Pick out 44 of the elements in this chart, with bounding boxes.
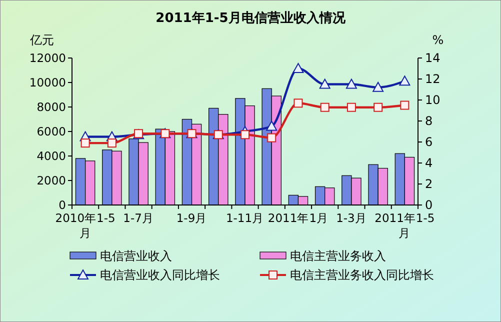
legend-label: 电信主营业务收入 (290, 249, 386, 263)
point (346, 78, 357, 89)
y2-axis-title: % (432, 33, 444, 47)
x-tick-label: 1-11月 (226, 211, 264, 225)
x-tick-label: 1-7月 (123, 211, 154, 225)
legend-label: 电信主营业务收入同比增长 (290, 268, 434, 282)
point (267, 133, 276, 142)
chart-title: 2011年1-5月电信营业收入情况 (156, 10, 346, 26)
point (107, 138, 116, 148)
y-tick-label: 0 (58, 198, 66, 212)
y2-tick-label: 12 (425, 72, 440, 86)
x-tick-label: 2010年1-5月 (55, 211, 116, 240)
point (400, 100, 410, 110)
legend-label: 电信营业收入同比增长 (100, 268, 220, 282)
point (266, 120, 278, 131)
y-tick-label: 4000 (36, 149, 66, 163)
y-tick-label: 12000 (29, 51, 66, 65)
x-tick-label: 2011年1月 (268, 211, 329, 225)
x-tick-label: 1-3月 (336, 211, 367, 225)
y-tick-label: 10000 (29, 76, 66, 90)
point (346, 102, 356, 112)
y2-tick-label: 8 (425, 114, 433, 128)
y-axis-title: 亿元 (29, 33, 54, 47)
y2-tick-label: 10 (425, 93, 440, 107)
y2-tick-label: 14 (425, 51, 440, 65)
y2-tick-label: 0 (425, 198, 433, 212)
point (372, 82, 384, 92)
y-tick-label: 6000 (36, 124, 66, 138)
point (292, 63, 304, 73)
point (319, 78, 330, 89)
point (399, 76, 410, 86)
point (240, 130, 250, 140)
y2-tick-label: 2 (425, 177, 433, 191)
point (374, 102, 383, 112)
point (320, 102, 330, 112)
point (294, 98, 303, 108)
x-tick-label: 1-9月 (176, 211, 208, 225)
y-tick-label: 8000 (36, 100, 66, 114)
y2-tick-label: 4 (425, 156, 433, 170)
y2-tick-label: 6 (425, 135, 433, 149)
legend-label: 电信营业收入 (100, 249, 172, 263)
y-tick-label: 2000 (36, 174, 66, 188)
point (80, 138, 90, 148)
x-tick-label: 2011年1-5月 (374, 211, 435, 240)
